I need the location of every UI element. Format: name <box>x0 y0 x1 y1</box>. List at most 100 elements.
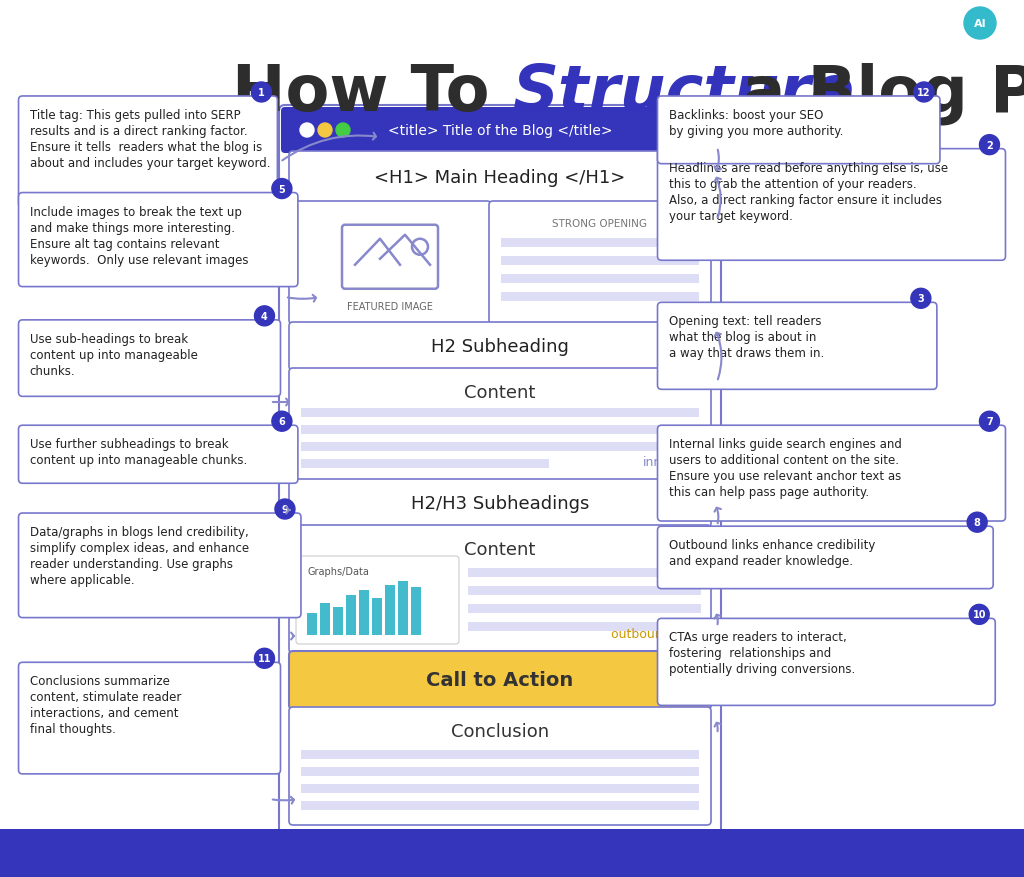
Circle shape <box>272 179 292 199</box>
Text: 12: 12 <box>918 88 931 98</box>
Bar <box>372 598 382 635</box>
FancyBboxPatch shape <box>657 618 995 706</box>
Text: Conclusion: Conclusion <box>451 722 549 740</box>
Text: Use further subheadings to break
content up into manageable chunks.: Use further subheadings to break content… <box>30 438 247 467</box>
FancyBboxPatch shape <box>657 149 1006 261</box>
Circle shape <box>300 124 314 138</box>
Text: Opening text: tell readers
what the blog is about in
a way that draws them in.: Opening text: tell readers what the blog… <box>669 315 823 360</box>
Text: outbound link: outbound link <box>611 628 697 641</box>
Circle shape <box>968 512 987 532</box>
Text: STRONG OPENING: STRONG OPENING <box>553 218 647 229</box>
Text: Headlines are read before anything else is, use
this to grab the attention of yo: Headlines are read before anything else … <box>669 161 947 223</box>
FancyBboxPatch shape <box>18 96 278 209</box>
FancyBboxPatch shape <box>289 525 711 653</box>
Text: Include images to break the text up
and make things more interesting.
Ensure alt: Include images to break the text up and … <box>30 205 248 267</box>
FancyBboxPatch shape <box>289 152 711 203</box>
Bar <box>301 460 550 468</box>
Bar <box>319 603 330 635</box>
FancyBboxPatch shape <box>289 480 711 527</box>
Text: Content: Content <box>464 540 536 559</box>
Text: 2: 2 <box>986 140 993 151</box>
Bar <box>468 568 701 577</box>
Bar <box>468 604 701 613</box>
Bar <box>501 239 699 247</box>
Circle shape <box>964 8 996 40</box>
FancyBboxPatch shape <box>657 526 993 589</box>
FancyBboxPatch shape <box>289 202 490 324</box>
FancyBboxPatch shape <box>289 707 711 825</box>
Text: Data/graphs in blogs lend credibility,
simplify complex ideas, and enhance
reade: Data/graphs in blogs lend credibility, s… <box>30 525 249 587</box>
Text: 5: 5 <box>279 184 286 195</box>
Text: Internal links guide search engines and
users to additional content on the site.: Internal links guide search engines and … <box>669 438 901 499</box>
Text: <title> Title of the Blog </title>: <title> Title of the Blog </title> <box>388 124 612 138</box>
Text: keyword: keyword <box>820 17 893 32</box>
Bar <box>501 275 699 283</box>
Bar <box>307 613 317 635</box>
Bar <box>301 750 699 759</box>
Bar <box>301 801 699 810</box>
FancyBboxPatch shape <box>18 513 301 618</box>
Bar <box>501 293 699 302</box>
Text: 11: 11 <box>258 653 271 664</box>
Bar <box>501 257 699 266</box>
FancyBboxPatch shape <box>657 425 1006 522</box>
Text: How To: How To <box>232 62 512 124</box>
Text: insights: insights <box>893 17 952 32</box>
Text: Outbound links enhance credibility
and expand reader knowledge.: Outbound links enhance credibility and e… <box>669 538 874 567</box>
Text: Graphs/Data: Graphs/Data <box>307 567 369 576</box>
Circle shape <box>252 82 271 103</box>
Bar <box>301 409 699 417</box>
Bar <box>301 443 699 452</box>
Circle shape <box>318 124 332 138</box>
Bar <box>359 590 369 635</box>
Text: H2 Subheading: H2 Subheading <box>431 338 569 355</box>
Bar <box>301 784 699 793</box>
FancyBboxPatch shape <box>342 225 438 289</box>
Circle shape <box>911 289 931 309</box>
Bar <box>468 587 701 595</box>
FancyBboxPatch shape <box>489 202 711 324</box>
Text: 4: 4 <box>261 311 268 322</box>
Text: Use sub-headings to break
content up into manageable
chunks.: Use sub-headings to break content up int… <box>30 332 198 377</box>
Circle shape <box>272 411 292 431</box>
Circle shape <box>336 124 350 138</box>
FancyBboxPatch shape <box>18 320 281 397</box>
Text: Content: Content <box>464 383 536 402</box>
FancyBboxPatch shape <box>18 662 281 774</box>
Text: 9: 9 <box>282 504 289 515</box>
Bar <box>346 595 356 635</box>
Text: innerlink: innerlink <box>643 456 697 469</box>
Bar <box>333 607 343 635</box>
Text: Conclusions summarize
content, stimulate reader
interactions, and cement
final t: Conclusions summarize content, stimulate… <box>30 674 181 736</box>
FancyBboxPatch shape <box>281 108 719 153</box>
Circle shape <box>255 306 274 326</box>
Circle shape <box>970 604 989 624</box>
FancyBboxPatch shape <box>289 368 711 481</box>
Text: CTAs urge readers to interact,
fostering  relationships and
potentially driving : CTAs urge readers to interact, fostering… <box>669 631 855 675</box>
Bar <box>398 581 408 635</box>
FancyBboxPatch shape <box>657 96 940 165</box>
Text: 6: 6 <box>279 417 286 427</box>
Circle shape <box>980 135 999 155</box>
Text: H2/H3 Subheadings: H2/H3 Subheadings <box>411 495 589 512</box>
Text: 10: 10 <box>973 610 986 620</box>
Bar <box>411 588 421 635</box>
Text: <H1> Main Heading </H1>: <H1> Main Heading </H1> <box>375 168 626 187</box>
FancyBboxPatch shape <box>289 652 711 709</box>
FancyBboxPatch shape <box>296 556 459 645</box>
Bar <box>301 767 699 776</box>
Text: 7: 7 <box>986 417 993 427</box>
Circle shape <box>275 499 295 519</box>
FancyBboxPatch shape <box>289 323 711 371</box>
Bar <box>385 585 395 635</box>
Text: a Blog Post: a Blog Post <box>720 62 1024 125</box>
FancyBboxPatch shape <box>657 303 937 390</box>
Bar <box>0 829 1024 877</box>
Text: 1: 1 <box>258 88 265 98</box>
FancyBboxPatch shape <box>18 193 298 288</box>
Circle shape <box>255 648 274 668</box>
FancyBboxPatch shape <box>279 106 721 837</box>
Text: FEATURED IMAGE: FEATURED IMAGE <box>347 302 433 311</box>
Text: Backlinks: boost your SEO
by giving you more authority.: Backlinks: boost your SEO by giving you … <box>669 109 843 138</box>
FancyBboxPatch shape <box>18 425 298 484</box>
